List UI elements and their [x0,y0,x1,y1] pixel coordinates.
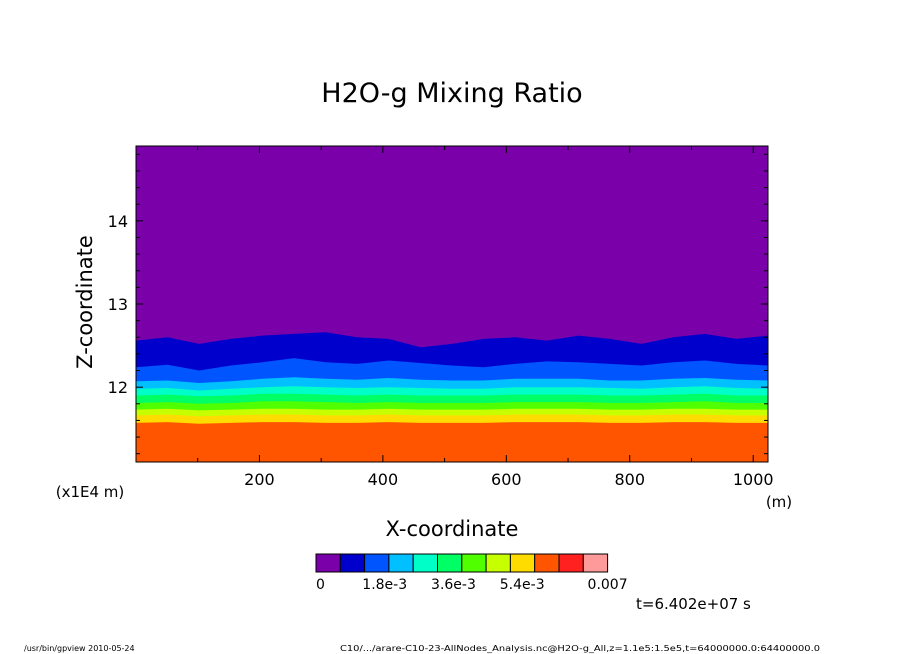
x-tick-label: 600 [491,470,522,489]
colorbar-tick-label: 0 [316,577,325,593]
chart-title: H2O-g Mixing Ratio [321,78,582,109]
colorbar-tick-label: 0.007 [588,577,628,593]
x-axis-title: X-coordinate [386,517,519,541]
colorbar-swatch [315,553,341,573]
colorbar-tick-label: 1.8e-3 [362,577,407,593]
colorbar-tick-label: 5.4e-3 [500,577,545,593]
contour-band-9 [136,422,768,462]
x-tick-label: 800 [614,470,645,489]
colorbar-swatch [437,553,463,573]
colorbar-swatch [461,553,487,573]
colorbar-swatch [509,553,536,573]
colorbar-tick-label: 3.6e-3 [431,577,476,593]
colorbar-swatch [339,553,366,573]
x-tick-label: 200 [244,470,275,489]
x-tick-label: 1000 [733,470,774,489]
colorbar-swatch [582,553,609,573]
footer-right: C10/.../arare-C10-23-AllNodes_Analysis.n… [340,644,820,653]
plot-area [135,145,769,463]
y-tick-label: 13 [108,295,128,314]
colorbar-swatch [485,553,511,573]
colorbar: 0 1.8e-3 3.6e-3 5.4e-3 0.007 [315,553,628,593]
x-tick-label: 400 [368,470,399,489]
colorbar-swatch [388,553,414,573]
y-tick-label: 14 [108,212,128,231]
colorbar-swatch [364,553,390,573]
y-units-label: (x1E4 m) [56,483,125,501]
y-tick-label: 12 [108,378,128,397]
x-axis: 200 400 600 800 1000 [197,146,774,489]
x-units-label: (m) [766,493,792,511]
footer-left: /usr/bin/gpview 2010-05-24 [24,644,135,653]
colorbar-swatch [412,553,439,573]
y-axis: 12 13 14 [108,153,768,455]
time-label: t=6.402e+07 s [636,595,751,613]
colorbar-swatch [534,553,560,573]
y-axis-title: Z-coordinate [73,235,97,369]
colorbar-swatch [558,553,584,573]
